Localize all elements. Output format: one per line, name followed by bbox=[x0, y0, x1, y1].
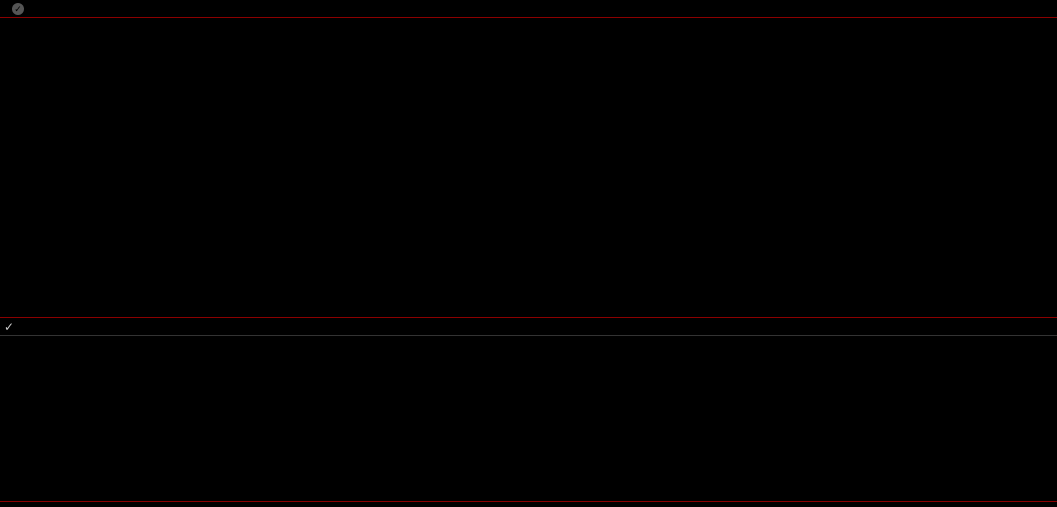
indicator-chart[interactable] bbox=[0, 336, 1057, 501]
toggle-icon[interactable]: ✓ bbox=[4, 320, 14, 334]
candlestick-chart[interactable] bbox=[0, 18, 1057, 318]
chart-header: ✓ bbox=[0, 0, 1057, 18]
bottom-separator bbox=[0, 501, 1057, 507]
toggle-icon[interactable]: ✓ bbox=[12, 3, 24, 15]
indicator-header: ✓ bbox=[0, 318, 1057, 336]
chart-footer-labels bbox=[0, 301, 1057, 315]
